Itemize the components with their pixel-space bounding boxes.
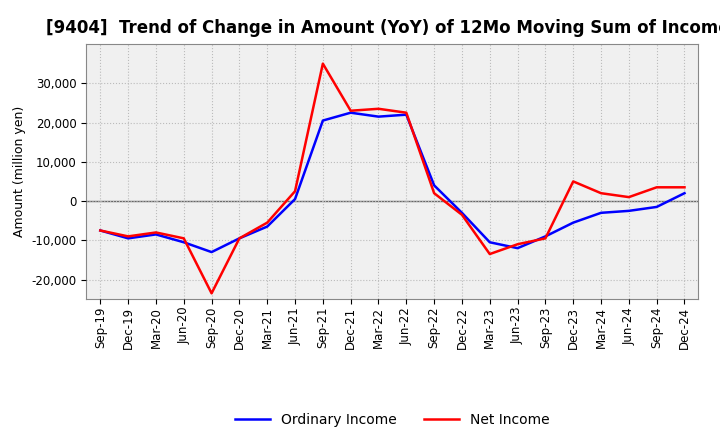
Ordinary Income (318, 118, 327, 123)
Ordinary Income (96, 228, 104, 233)
Line: Ordinary Income: Ordinary Income (100, 113, 685, 252)
Net Income (235, 236, 243, 241)
Ordinary Income (485, 240, 494, 245)
Legend: Ordinary Income, Net Income: Ordinary Income, Net Income (230, 407, 555, 433)
Net Income (179, 236, 188, 241)
Net Income (541, 236, 550, 241)
Net Income (680, 185, 689, 190)
Ordinary Income (402, 112, 410, 117)
Ordinary Income (124, 236, 132, 241)
Net Income (207, 291, 216, 296)
Net Income (318, 61, 327, 66)
Net Income (124, 234, 132, 239)
Ordinary Income (569, 220, 577, 225)
Net Income (152, 230, 161, 235)
Net Income (96, 228, 104, 233)
Net Income (263, 220, 271, 225)
Ordinary Income (374, 114, 383, 119)
Net Income (485, 251, 494, 257)
Ordinary Income (179, 240, 188, 245)
Net Income (652, 185, 661, 190)
Ordinary Income (597, 210, 606, 216)
Ordinary Income (513, 246, 522, 251)
Ordinary Income (263, 224, 271, 229)
Net Income (430, 191, 438, 196)
Net Income (624, 194, 633, 200)
Net Income (458, 212, 467, 217)
Ordinary Income (346, 110, 355, 115)
Net Income (291, 189, 300, 194)
Net Income (346, 108, 355, 114)
Net Income (513, 242, 522, 247)
Ordinary Income (541, 234, 550, 239)
Net Income (402, 110, 410, 115)
Ordinary Income (207, 249, 216, 255)
Ordinary Income (652, 204, 661, 209)
Ordinary Income (430, 183, 438, 188)
Net Income (569, 179, 577, 184)
Net Income (597, 191, 606, 196)
Y-axis label: Amount (million yen): Amount (million yen) (13, 106, 26, 237)
Title: [9404]  Trend of Change in Amount (YoY) of 12Mo Moving Sum of Incomes: [9404] Trend of Change in Amount (YoY) o… (45, 19, 720, 37)
Net Income (374, 106, 383, 111)
Ordinary Income (624, 208, 633, 213)
Ordinary Income (152, 232, 161, 237)
Ordinary Income (291, 196, 300, 202)
Ordinary Income (680, 191, 689, 196)
Ordinary Income (235, 236, 243, 241)
Ordinary Income (458, 210, 467, 216)
Line: Net Income: Net Income (100, 64, 685, 293)
